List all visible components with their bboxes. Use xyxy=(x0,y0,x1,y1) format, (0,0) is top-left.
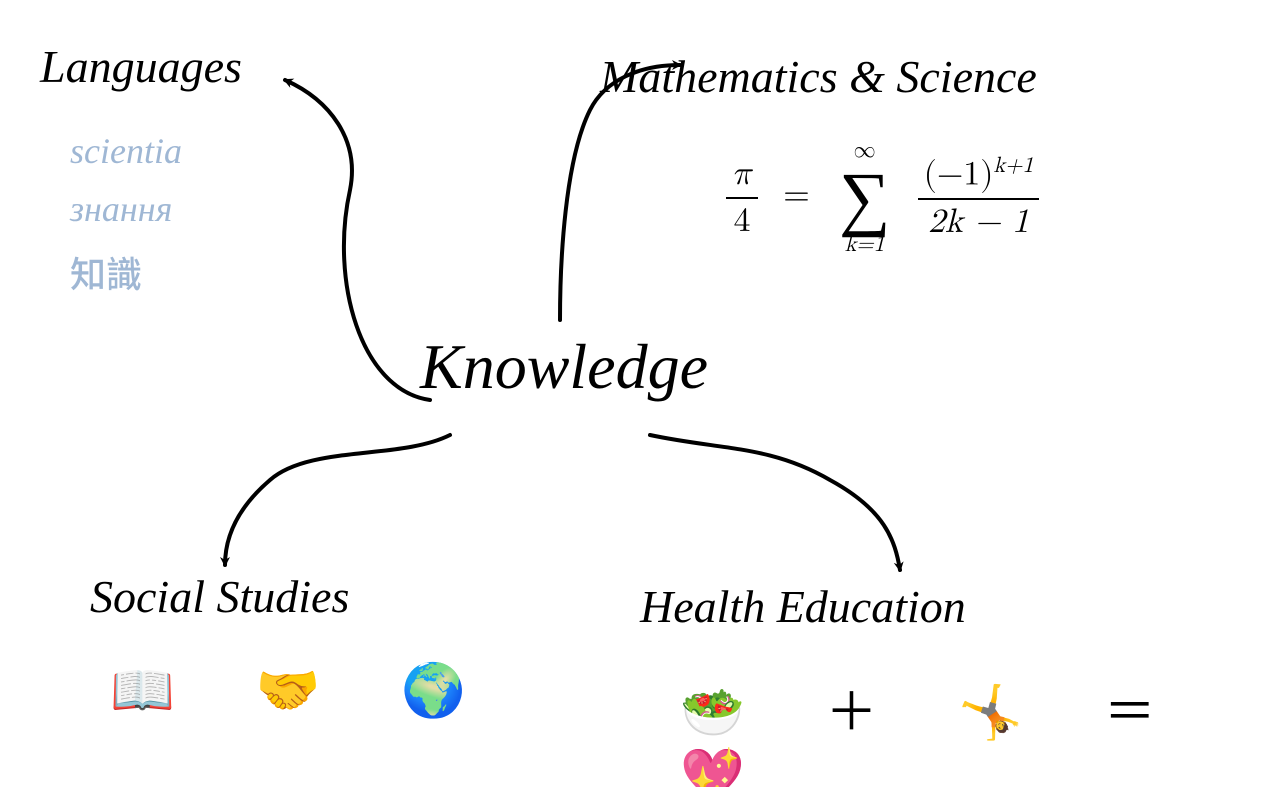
arrow-to-health-education xyxy=(650,435,900,570)
formula-rhs-den: 2k − 1 xyxy=(918,202,1040,243)
arrow-to-languages xyxy=(285,80,430,400)
branch-title-math-science: Mathematics & Science xyxy=(600,50,1037,103)
health-education-icons: 🥗 ＋ 🤸 ＝ 💖 xyxy=(680,670,1273,787)
math-formula-leibniz-pi: π 4 = ∞ ∑ k=1 (−1)k+1 2k − 1 xyxy=(720,140,1045,256)
branch-title-languages: Languages xyxy=(40,40,242,93)
formula-rhs-num-base: (−1) xyxy=(924,158,994,192)
formula-rhs-num-exp: k+1 xyxy=(994,155,1034,177)
branch-title-health-education: Health Education xyxy=(640,580,966,633)
language-word-cjk: 知識 xyxy=(70,246,142,298)
formula-lhs-den: 4 xyxy=(726,201,758,242)
language-word-cyrillic: знання xyxy=(70,188,172,230)
formula-sum-lower: k=1 xyxy=(839,234,890,256)
arrow-to-math-science xyxy=(560,65,680,320)
formula-lhs-num: π xyxy=(726,154,758,195)
knowledge-mindmap: Knowledge Languages scientia знання 知識 M… xyxy=(0,0,1273,787)
arrow-to-social-studies xyxy=(225,435,450,565)
branch-title-social-studies: Social Studies xyxy=(90,570,349,623)
center-node-knowledge: Knowledge xyxy=(420,330,708,404)
social-studies-icons: 📖 🤝 🌍 xyxy=(110,660,474,721)
language-word-latin: scientia xyxy=(70,130,182,172)
